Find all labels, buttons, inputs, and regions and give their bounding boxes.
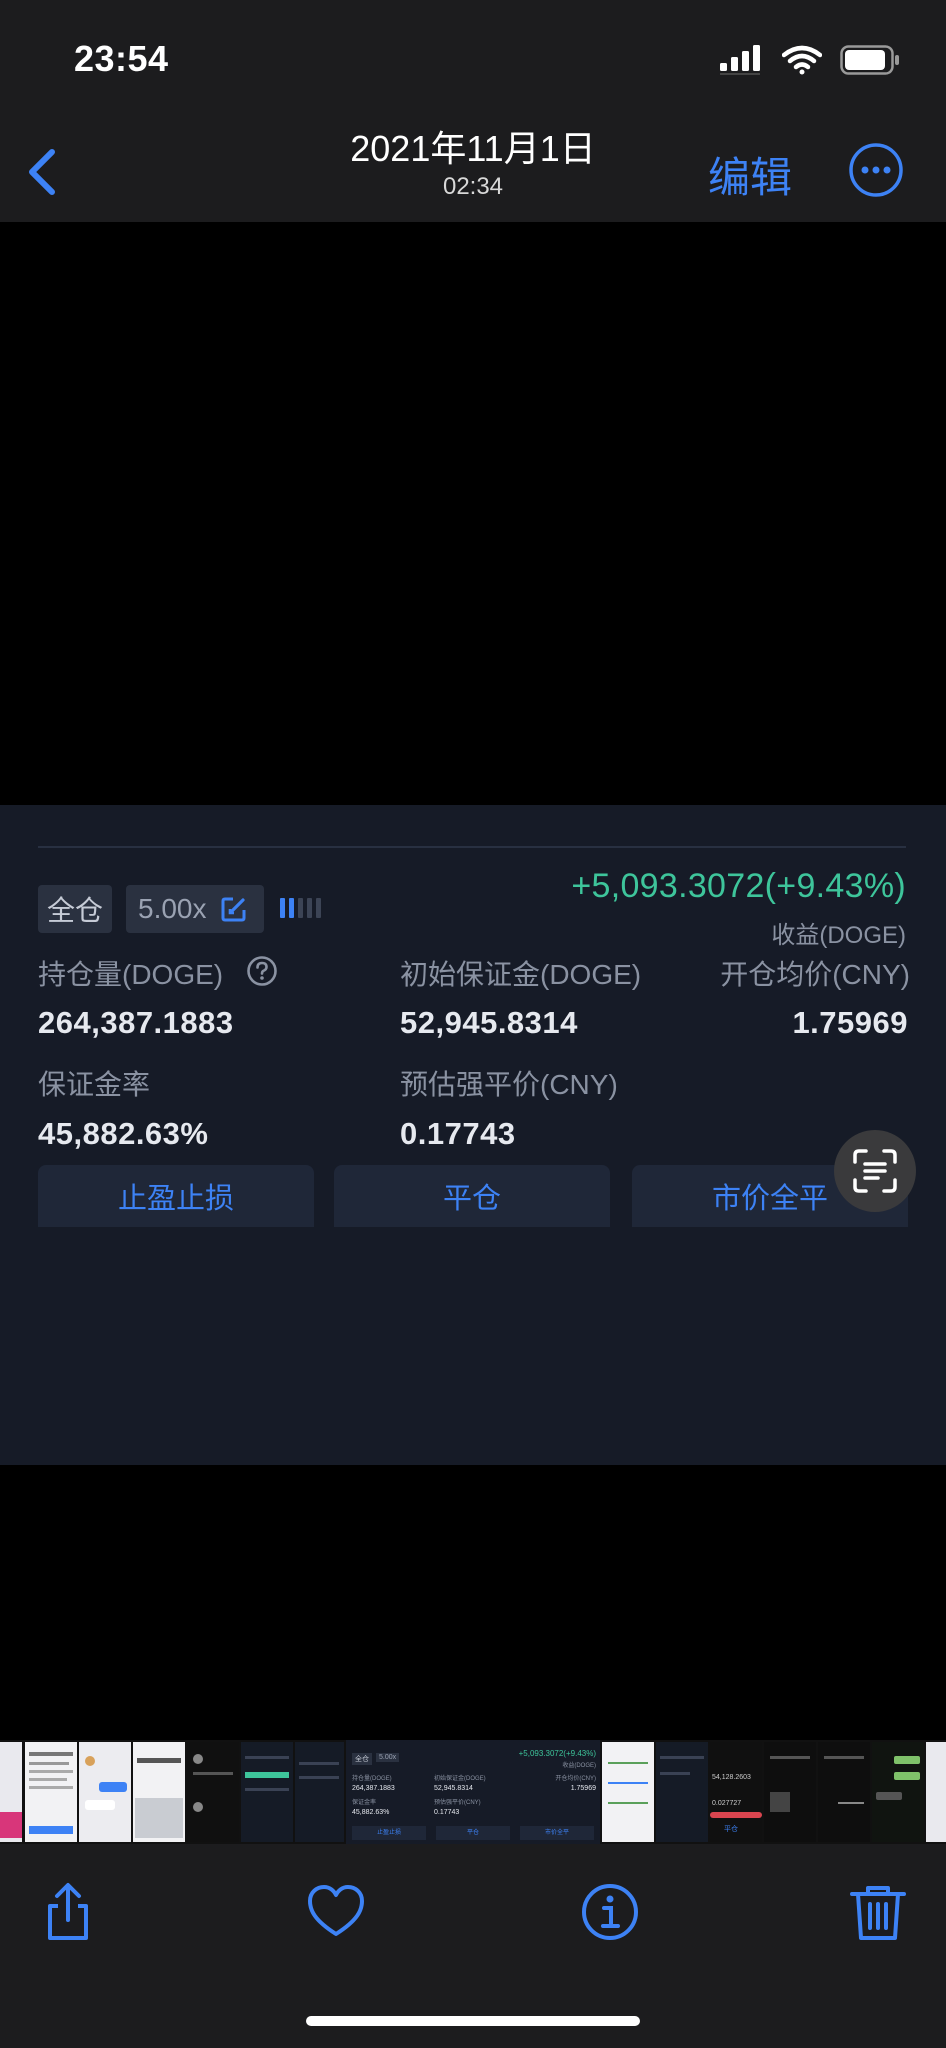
pnl-value: +5,093.3072(+9.43%) — [571, 867, 906, 905]
thumbnail[interactable] — [818, 1742, 870, 1842]
thumb-right-value1: 54,128.2603 — [712, 1774, 751, 1781]
margin-ratio-label: 保证金率 — [38, 1069, 151, 1100]
edit-icon — [221, 897, 245, 922]
margin-mode-chip: 全仓 — [38, 885, 112, 933]
liq-price-value: 0.17743 — [400, 1116, 516, 1151]
thumbnail[interactable] — [764, 1742, 816, 1842]
thumb-leverage: 5.00x — [376, 1753, 400, 1762]
divider — [38, 846, 906, 848]
market-close-all-button: 市价全平 — [632, 1165, 908, 1227]
thumb-margin-value: 52,945.8314 — [434, 1785, 473, 1792]
thumbnail[interactable] — [602, 1742, 654, 1842]
thumb-entry-value: 1.75969 — [570, 1785, 596, 1792]
margin-ratio-value: 45,882.63% — [38, 1116, 209, 1151]
thumbnail[interactable] — [133, 1742, 185, 1842]
photo-viewer[interactable]: 全仓 5.00x +5,093.3072(+9.43%) 收益(DOGE) 持仓… — [0, 222, 946, 1740]
thumb-btn-close: 平仓 — [436, 1826, 510, 1840]
size-label: 持仓量(DOGE) — [38, 959, 224, 990]
photo-date: 2021年11月1日 — [350, 128, 596, 169]
screenshot-position-card: 全仓 5.00x +5,093.3072(+9.43%) 收益(DOGE) 持仓… — [0, 805, 946, 1465]
heart-icon[interactable] — [304, 1880, 368, 1944]
thumb-pnl-label: 收益(DOGE) — [562, 1763, 596, 1769]
live-text-button[interactable] — [834, 1130, 916, 1212]
thumbnail[interactable] — [79, 1742, 131, 1842]
risk-level-bars — [280, 898, 321, 918]
live-text-icon — [853, 1149, 897, 1193]
status-icons — [720, 42, 900, 78]
leverage-chip: 5.00x — [126, 885, 264, 933]
photo-time: 02:34 — [442, 173, 504, 200]
share-icon[interactable] — [36, 1880, 100, 1944]
edit-button[interactable]: 编辑 — [708, 154, 793, 201]
thumb-liq-value: 0.17743 — [434, 1809, 460, 1816]
thumb-ratio-label: 保证金率 — [352, 1800, 377, 1806]
thumb-size-value: 264,387.1883 — [352, 1785, 395, 1792]
close-position-button: 平仓 — [334, 1165, 610, 1227]
thumb-ratio-value: 45,882.63% — [352, 1809, 390, 1816]
entry-price-label: 开仓均价(CNY) — [720, 959, 910, 990]
thumbnail[interactable] — [295, 1742, 344, 1842]
nav-title: 2021年11月1日 02:34 — [0, 126, 946, 202]
info-icon[interactable] — [578, 1880, 642, 1944]
initial-margin-label: 初始保证金(DOGE) — [400, 959, 642, 990]
thumb-right-btn: 平仓 — [724, 1826, 738, 1833]
thumbnail[interactable] — [187, 1742, 239, 1842]
status-time: 23:54 — [74, 38, 169, 79]
thumb-size-label: 持仓量(DOGE) — [352, 1776, 392, 1782]
wifi-icon — [782, 45, 822, 75]
thumb-right-value2: 0.027727 — [712, 1800, 742, 1807]
tp-sl-button: 止盈止损 — [38, 1165, 314, 1227]
leverage-value: 5.00x — [138, 893, 207, 924]
thumb-margin-label: 初始保证金(DOGE) — [434, 1776, 486, 1782]
thumb-mode: 全仓 — [352, 1753, 372, 1765]
thumbnail-selected[interactable]: 全仓 5.00x +5,093.3072(+9.43%) 收益(DOGE) 持仓… — [346, 1740, 600, 1844]
thumb-liq-label: 预估强平价(CNY) — [434, 1800, 481, 1806]
cellular-signal-icon — [720, 45, 760, 75]
thumbnail[interactable] — [656, 1742, 708, 1842]
more-options-icon[interactable] — [848, 142, 904, 198]
initial-margin-value: 52,945.8314 — [400, 1005, 578, 1040]
thumbnail[interactable] — [0, 1742, 22, 1842]
thumbnail-strip[interactable]: 全仓 5.00x +5,093.3072(+9.43%) 收益(DOGE) 持仓… — [0, 1740, 946, 1844]
thumb-pnl: +5,093.3072(+9.43%) — [518, 1749, 596, 1758]
status-bar: 23:54 — [0, 0, 946, 120]
entry-price-value: 1.75969 — [792, 1005, 908, 1040]
thumbnail[interactable] — [25, 1742, 77, 1842]
thumbnail[interactable] — [926, 1742, 946, 1842]
thumbnail[interactable] — [872, 1742, 924, 1842]
thumbnail[interactable] — [241, 1742, 293, 1842]
help-icon — [247, 956, 277, 986]
bottom-toolbar — [0, 1844, 946, 2048]
thumb-entry-label: 开仓均价(CNY) — [555, 1776, 596, 1782]
back-chevron-icon[interactable] — [18, 142, 68, 202]
liq-price-label: 预估强平价(CNY) — [400, 1069, 618, 1100]
thumb-btn-close-all: 市价全平 — [520, 1826, 594, 1840]
pnl-label: 收益(DOGE) — [771, 922, 906, 949]
battery-icon — [840, 45, 899, 75]
trash-icon[interactable] — [846, 1880, 910, 1944]
thumb-btn-tp-sl: 止盈止损 — [352, 1826, 426, 1840]
nav-bar: 2021年11月1日 02:34 编辑 — [0, 120, 946, 223]
thumbnail[interactable]: 54,128.2603 0.027727 平仓 — [710, 1742, 762, 1842]
size-value: 264,387.1883 — [38, 1005, 234, 1040]
home-indicator — [306, 2016, 640, 2026]
